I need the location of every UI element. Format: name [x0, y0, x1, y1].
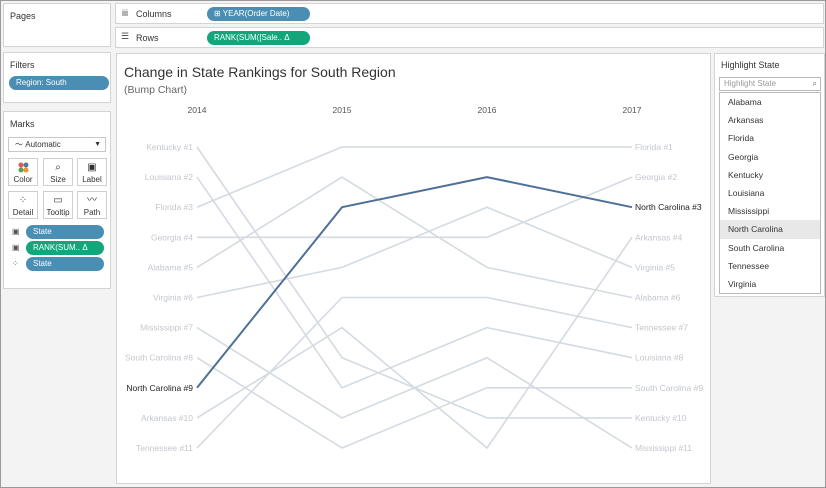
right-rank-label: Alabama #6: [635, 293, 681, 303]
tooltip-icon: ▭: [53, 195, 63, 206]
x-tick-label: 2017: [623, 105, 642, 115]
label-mark-icon: ▣: [12, 227, 20, 236]
path-label: Path: [83, 208, 101, 217]
highlight-list-item[interactable]: Tennessee: [728, 260, 770, 271]
highlight-list-item[interactable]: Alabama: [728, 97, 762, 107]
tooltip-label: Tooltip: [46, 208, 70, 217]
highlight-state-list[interactable]: Alabama Arkansas Florida Georgia Kentucky Lou…: [719, 92, 821, 294]
highlight-list-item[interactable]: Virginia: [728, 278, 757, 289]
chart-subtitle: (Bump Chart): [124, 84, 188, 96]
columns-label: Columns: [136, 9, 172, 19]
color-button[interactable]: Color: [8, 158, 38, 186]
mark-type-value: Automatic: [25, 140, 61, 149]
series-line-virginia: [196, 206, 633, 299]
size-icon: ⌕: [55, 162, 61, 173]
chart-panel: [116, 53, 711, 484]
x-tick-label: 2016: [478, 105, 497, 115]
search-icon: ⌕: [812, 79, 817, 88]
left-rank-label: Alabama #5: [148, 262, 194, 272]
rows-rank-pill[interactable]: RANK(SUM([Sale.. Δ: [207, 31, 310, 45]
highlight-list-item[interactable]: Kentucky: [728, 169, 763, 180]
highlight-list-item[interactable]: North Carolina: [720, 220, 820, 239]
x-tick-label: 2014: [188, 105, 207, 115]
left-rank-label: Kentucky #1: [146, 142, 193, 152]
size-label: Size: [50, 175, 66, 184]
right-rank-label: Florida #1: [635, 142, 673, 152]
left-rank-label: Tennessee #11: [136, 443, 193, 453]
rows-shelf[interactable]: ☰ Rows RANK(SUM([Sale.. Δ: [115, 27, 824, 48]
right-rank-label: North Carolina #3: [635, 202, 702, 212]
mark-type-dropdown[interactable]: 〜 Automatic ▼: [8, 137, 106, 152]
highlight-search-input[interactable]: Highlight State ⌕: [719, 77, 821, 91]
series-line-tennessee: [196, 296, 633, 449]
filters-title: Filters: [10, 60, 35, 70]
series-line-alabama: [196, 176, 633, 299]
left-rank-label: Florida #3: [155, 202, 193, 212]
right-rank-label: Tennessee #7: [635, 323, 688, 333]
right-rank-label: Louisiana #8: [635, 353, 683, 363]
label-button[interactable]: ▣ Label: [77, 158, 107, 186]
path-icon: 〰: [87, 195, 97, 206]
label-label: Label: [82, 175, 102, 184]
mark-state-detail-pill[interactable]: State: [26, 257, 104, 271]
highlight-list-item[interactable]: Louisiana: [728, 187, 765, 198]
size-button[interactable]: ⌕ Size: [43, 158, 73, 186]
chevron-down-icon: ▼: [94, 141, 101, 148]
mark-state-label-pill[interactable]: State: [26, 225, 104, 239]
marks-title: Marks: [10, 119, 35, 129]
right-rank-label: Arkansas #4: [635, 232, 683, 242]
highlight-list-item[interactable]: Georgia: [728, 151, 759, 162]
right-rank-label: Kentucky #10: [635, 413, 687, 423]
rows-label: Rows: [136, 33, 159, 43]
pages-panel[interactable]: Pages: [3, 3, 111, 47]
label-icon: ▣: [87, 162, 97, 173]
tooltip-button[interactable]: ▭ Tooltip: [43, 191, 73, 219]
x-tick-label: 2015: [333, 105, 352, 115]
path-button[interactable]: 〰 Path: [77, 191, 107, 219]
left-rank-label: Georgia #4: [151, 232, 193, 242]
right-rank-label: Georgia #2: [635, 172, 677, 182]
mark-rank-label-pill[interactable]: RANK(SUM.. Δ: [26, 241, 104, 255]
left-rank-label: Mississippi #7: [140, 323, 193, 333]
left-rank-label: Arkansas #10: [141, 413, 193, 423]
right-rank-label: Virginia #5: [635, 262, 675, 272]
filter-region-pill[interactable]: Region: South: [9, 76, 109, 90]
detail-button[interactable]: ⁘ Detail: [8, 191, 38, 219]
chart-title: Change in State Rankings for South Regio…: [124, 64, 396, 80]
line-mark-icon: 〜: [15, 140, 23, 149]
filters-panel[interactable]: Filters Region: South: [3, 52, 111, 103]
left-rank-label: North Carolina #9: [126, 383, 193, 393]
series-line-florida: [196, 146, 632, 208]
detail-label: Detail: [12, 208, 34, 217]
highlight-search-placeholder: Highlight State: [724, 79, 777, 88]
right-rank-label: Mississippi #11: [635, 443, 692, 453]
color-label: Color: [13, 175, 33, 184]
columns-shelf[interactable]: iii Columns ⊞ YEAR(Order Date): [115, 3, 824, 24]
columns-icon: iii: [122, 8, 128, 18]
label-mark-icon: ▣: [12, 243, 20, 252]
highlight-list-item[interactable]: Mississippi: [728, 206, 770, 217]
series-line-north-carolina: [196, 176, 633, 389]
detail-mark-icon: ⁘: [12, 259, 19, 268]
rows-icon: ☰: [121, 31, 130, 41]
series-line-louisiana: [196, 176, 633, 389]
highlight-list-item[interactable]: South Carolina: [728, 242, 785, 253]
left-rank-label: South Carolina #8: [125, 353, 193, 363]
highlight-list-item[interactable]: Arkansas: [728, 115, 764, 126]
highlight-list-item[interactable]: Florida: [728, 133, 754, 144]
color-icon: [9, 161, 37, 175]
series-line-arkansas: [196, 236, 633, 449]
left-rank-label: Virginia #6: [153, 293, 193, 303]
pages-title: Pages: [10, 11, 36, 21]
right-rank-label: South Carolina #9: [635, 383, 703, 393]
highlight-title: Highlight State: [721, 60, 780, 70]
left-rank-label: Louisiana #2: [145, 172, 193, 182]
detail-icon: ⁘: [18, 195, 28, 206]
series-line-georgia: [197, 176, 633, 239]
series-line-south-carolina: [196, 357, 632, 449]
columns-year-pill[interactable]: ⊞ YEAR(Order Date): [207, 7, 310, 21]
